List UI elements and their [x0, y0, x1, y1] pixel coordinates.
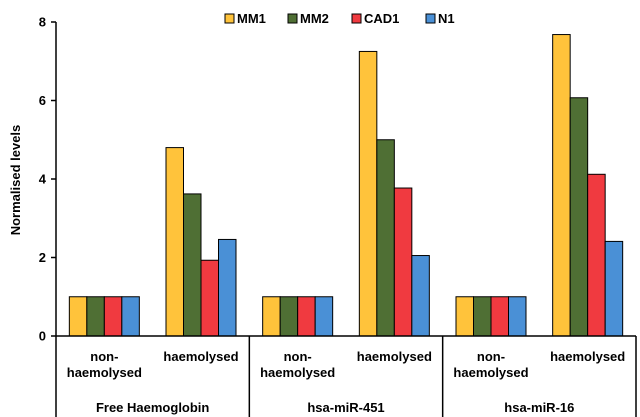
bar-mm1 — [68, 296, 88, 337]
x-axis: non-haemolysed haemolysed Free Haemoglobin… — [55, 335, 637, 417]
legend-label-mm2: MM2 — [300, 11, 329, 26]
y-tick-label: 4 — [39, 172, 47, 187]
bar-mm2 — [473, 296, 492, 337]
bar-mm1 — [358, 50, 378, 337]
bar-mm2 — [569, 97, 589, 337]
category-label: haemolysed — [357, 349, 432, 364]
category-label: haemolysed — [550, 349, 625, 364]
bar-cad1 — [297, 296, 316, 337]
bar-mm2 — [376, 139, 395, 337]
y-axis-title: Normalised levels — [8, 125, 23, 236]
bar-mm1 — [165, 147, 184, 337]
bar-n1 — [218, 238, 237, 337]
bar-cad1 — [490, 296, 509, 337]
legend-label-n1: N1 — [438, 11, 455, 26]
bar-cad1 — [103, 296, 123, 337]
bar-cad1 — [587, 173, 606, 337]
legend-swatch-mm2 — [287, 13, 298, 24]
legend-swatch-cad1 — [351, 13, 362, 24]
category-label: non- — [477, 349, 505, 364]
category-label: haemolysed — [67, 365, 142, 380]
bar-mm1 — [552, 34, 571, 337]
bar-cad1 — [200, 259, 219, 337]
bar-cad1 — [393, 187, 413, 337]
y-tick-label: 0 — [39, 329, 46, 344]
y-tick-label: 8 — [39, 15, 46, 30]
category-label: haemolysed — [163, 349, 238, 364]
bar-n1 — [508, 296, 527, 337]
category-label: haemolysed — [260, 365, 335, 380]
bar-mm2 — [86, 296, 105, 337]
legend-label-cad1: CAD1 — [364, 11, 399, 26]
bar-mm2 — [279, 296, 299, 337]
category-label: haemolysed — [453, 365, 528, 380]
legend: MM1 MM2 CAD1 N1 — [224, 11, 455, 26]
bars — [68, 34, 624, 337]
y-tick-label: 6 — [39, 93, 46, 108]
bar-n1 — [314, 296, 334, 337]
y-tick-label: 2 — [39, 250, 46, 265]
group-label: hsa-miR-16 — [504, 400, 574, 415]
bar-n1 — [604, 240, 624, 337]
y-axis: 0 2 4 6 8 — [39, 15, 57, 344]
bar-mm1 — [455, 296, 474, 337]
category-label: non- — [90, 349, 118, 364]
bar-mm2 — [183, 193, 202, 337]
bar-n1 — [411, 255, 430, 337]
category-label: non- — [284, 349, 312, 364]
legend-label-mm1: MM1 — [237, 11, 266, 26]
group-label: hsa-miR-451 — [307, 400, 384, 415]
legend-swatch-n1 — [425, 13, 436, 24]
bar-mm1 — [262, 296, 281, 337]
group-label: Free Haemoglobin — [96, 400, 209, 415]
legend-swatch-mm1 — [224, 13, 235, 24]
bar-n1 — [121, 296, 140, 337]
